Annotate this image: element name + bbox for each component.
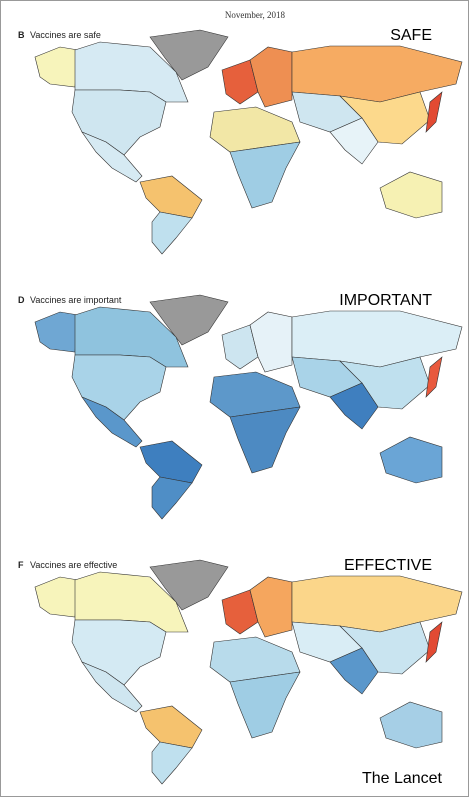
source: The Lancet — [362, 770, 443, 787]
region-europe-east — [249, 46, 293, 108]
region-south-asia — [329, 117, 379, 165]
region-europe-west — [221, 589, 259, 635]
region-south-africa — [229, 406, 301, 474]
region-greenland — [149, 559, 229, 611]
map-panel: B Vaccines are safe SAFE — [18, 27, 463, 255]
world-map — [34, 29, 463, 255]
world-map — [34, 559, 463, 785]
panel-label: EFFECTIVE — [344, 557, 432, 574]
region-usa — [71, 89, 167, 156]
region-japan — [425, 356, 443, 398]
panel-caption: Vaccines are safe — [30, 30, 101, 40]
region-europe-west — [221, 59, 259, 105]
region-australia — [379, 171, 443, 219]
region-greenland — [149, 294, 229, 346]
region-usa — [71, 354, 167, 421]
map-panel: F Vaccines are effective EFFECTIVE — [18, 557, 463, 785]
region-greenland — [149, 29, 229, 81]
panel-caption: Vaccines are effective — [30, 560, 117, 570]
region-south-america-south — [151, 741, 193, 785]
panel-letter: B — [18, 30, 25, 40]
region-south-africa — [229, 671, 301, 739]
world-map — [34, 294, 463, 520]
date: November, 2018 — [225, 10, 286, 20]
panel-label: SAFE — [390, 27, 432, 44]
region-south-asia — [329, 647, 379, 695]
region-australia — [379, 701, 443, 749]
region-south-africa — [229, 141, 301, 209]
region-europe-west — [221, 324, 259, 370]
region-australia — [379, 436, 443, 484]
region-central-america — [81, 131, 143, 183]
region-japan — [425, 91, 443, 133]
region-south-america-south — [151, 211, 193, 255]
region-central-america — [81, 661, 143, 713]
region-central-america — [81, 396, 143, 448]
region-south-america-south — [151, 476, 193, 520]
panel-letter: D — [18, 295, 25, 305]
region-japan — [425, 621, 443, 663]
region-usa — [71, 619, 167, 686]
region-south-asia — [329, 382, 379, 430]
panel-caption: Vaccines are important — [30, 295, 122, 305]
region-europe-east — [249, 576, 293, 638]
panel-label: IMPORTANT — [339, 292, 432, 309]
map-panel: D Vaccines are important IMPORTANT — [18, 292, 463, 520]
panel-letter: F — [18, 560, 24, 570]
region-europe-east — [249, 311, 293, 373]
